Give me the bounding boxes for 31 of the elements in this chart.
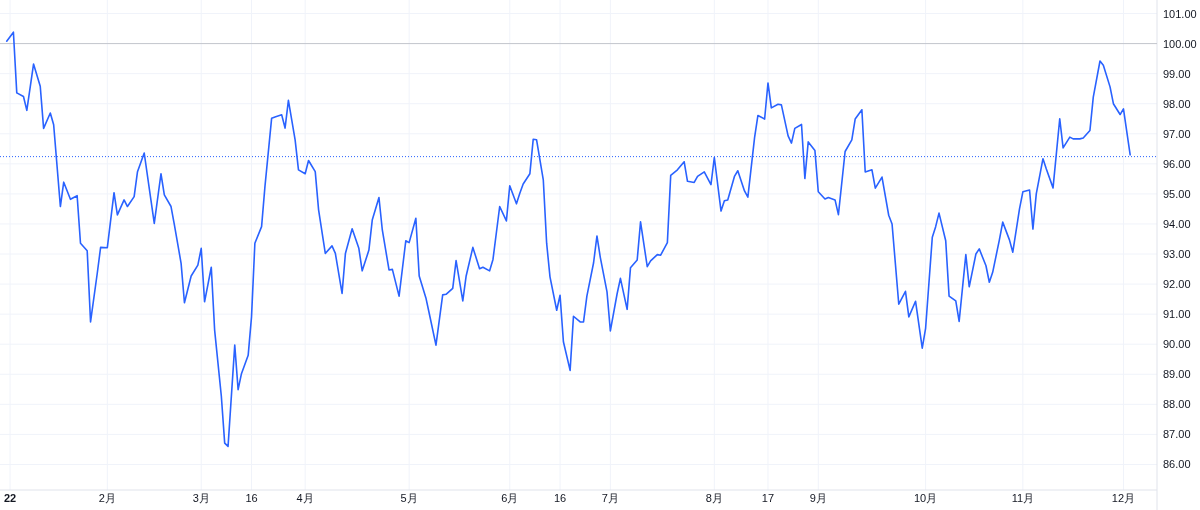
x-tick-label: 10月 bbox=[913, 492, 938, 504]
x-tick-label: 8月 bbox=[705, 492, 723, 504]
x-tick-label: 16 bbox=[553, 492, 567, 504]
x-tick-label: 16 bbox=[245, 492, 258, 504]
y-tick-label: 99.00 bbox=[1163, 67, 1191, 80]
x-tick-label: 17 bbox=[761, 492, 775, 504]
x-tick-label: 3月 bbox=[192, 492, 210, 504]
y-tick-label: 92.00 bbox=[1163, 278, 1191, 291]
y-tick-label: 98.00 bbox=[1163, 97, 1191, 110]
x-tick-label: 6月 bbox=[501, 492, 519, 504]
y-tick-label: 90.00 bbox=[1163, 338, 1191, 351]
y-tick-label: 93.00 bbox=[1163, 248, 1191, 261]
x-tick-label: 7月 bbox=[601, 492, 619, 504]
x-tick-label: 4月 bbox=[296, 492, 314, 504]
y-tick-label: 100.00 bbox=[1163, 37, 1197, 50]
x-tick-label: 12月 bbox=[1111, 492, 1136, 504]
y-tick-label: 86.00 bbox=[1163, 458, 1191, 471]
y-tick-label: 89.00 bbox=[1163, 368, 1191, 381]
y-tick-label: 88.00 bbox=[1163, 398, 1191, 411]
x-tick-label: 2月 bbox=[98, 492, 116, 504]
x-tick-label: 5月 bbox=[400, 492, 418, 504]
y-tick-label: 101.00 bbox=[1163, 7, 1197, 20]
x-tick-label: 22 bbox=[3, 492, 17, 504]
x-tick-label: 11月 bbox=[1011, 492, 1035, 504]
y-tick-label: 87.00 bbox=[1163, 428, 1191, 441]
y-tick-label: 95.00 bbox=[1163, 187, 1191, 200]
y-tick-label: 94.00 bbox=[1163, 217, 1191, 230]
x-tick-label: 9月 bbox=[809, 492, 827, 504]
y-tick-label: 91.00 bbox=[1163, 308, 1191, 321]
y-tick-label: 96.00 bbox=[1163, 157, 1191, 170]
y-tick-label: 97.00 bbox=[1163, 127, 1191, 140]
